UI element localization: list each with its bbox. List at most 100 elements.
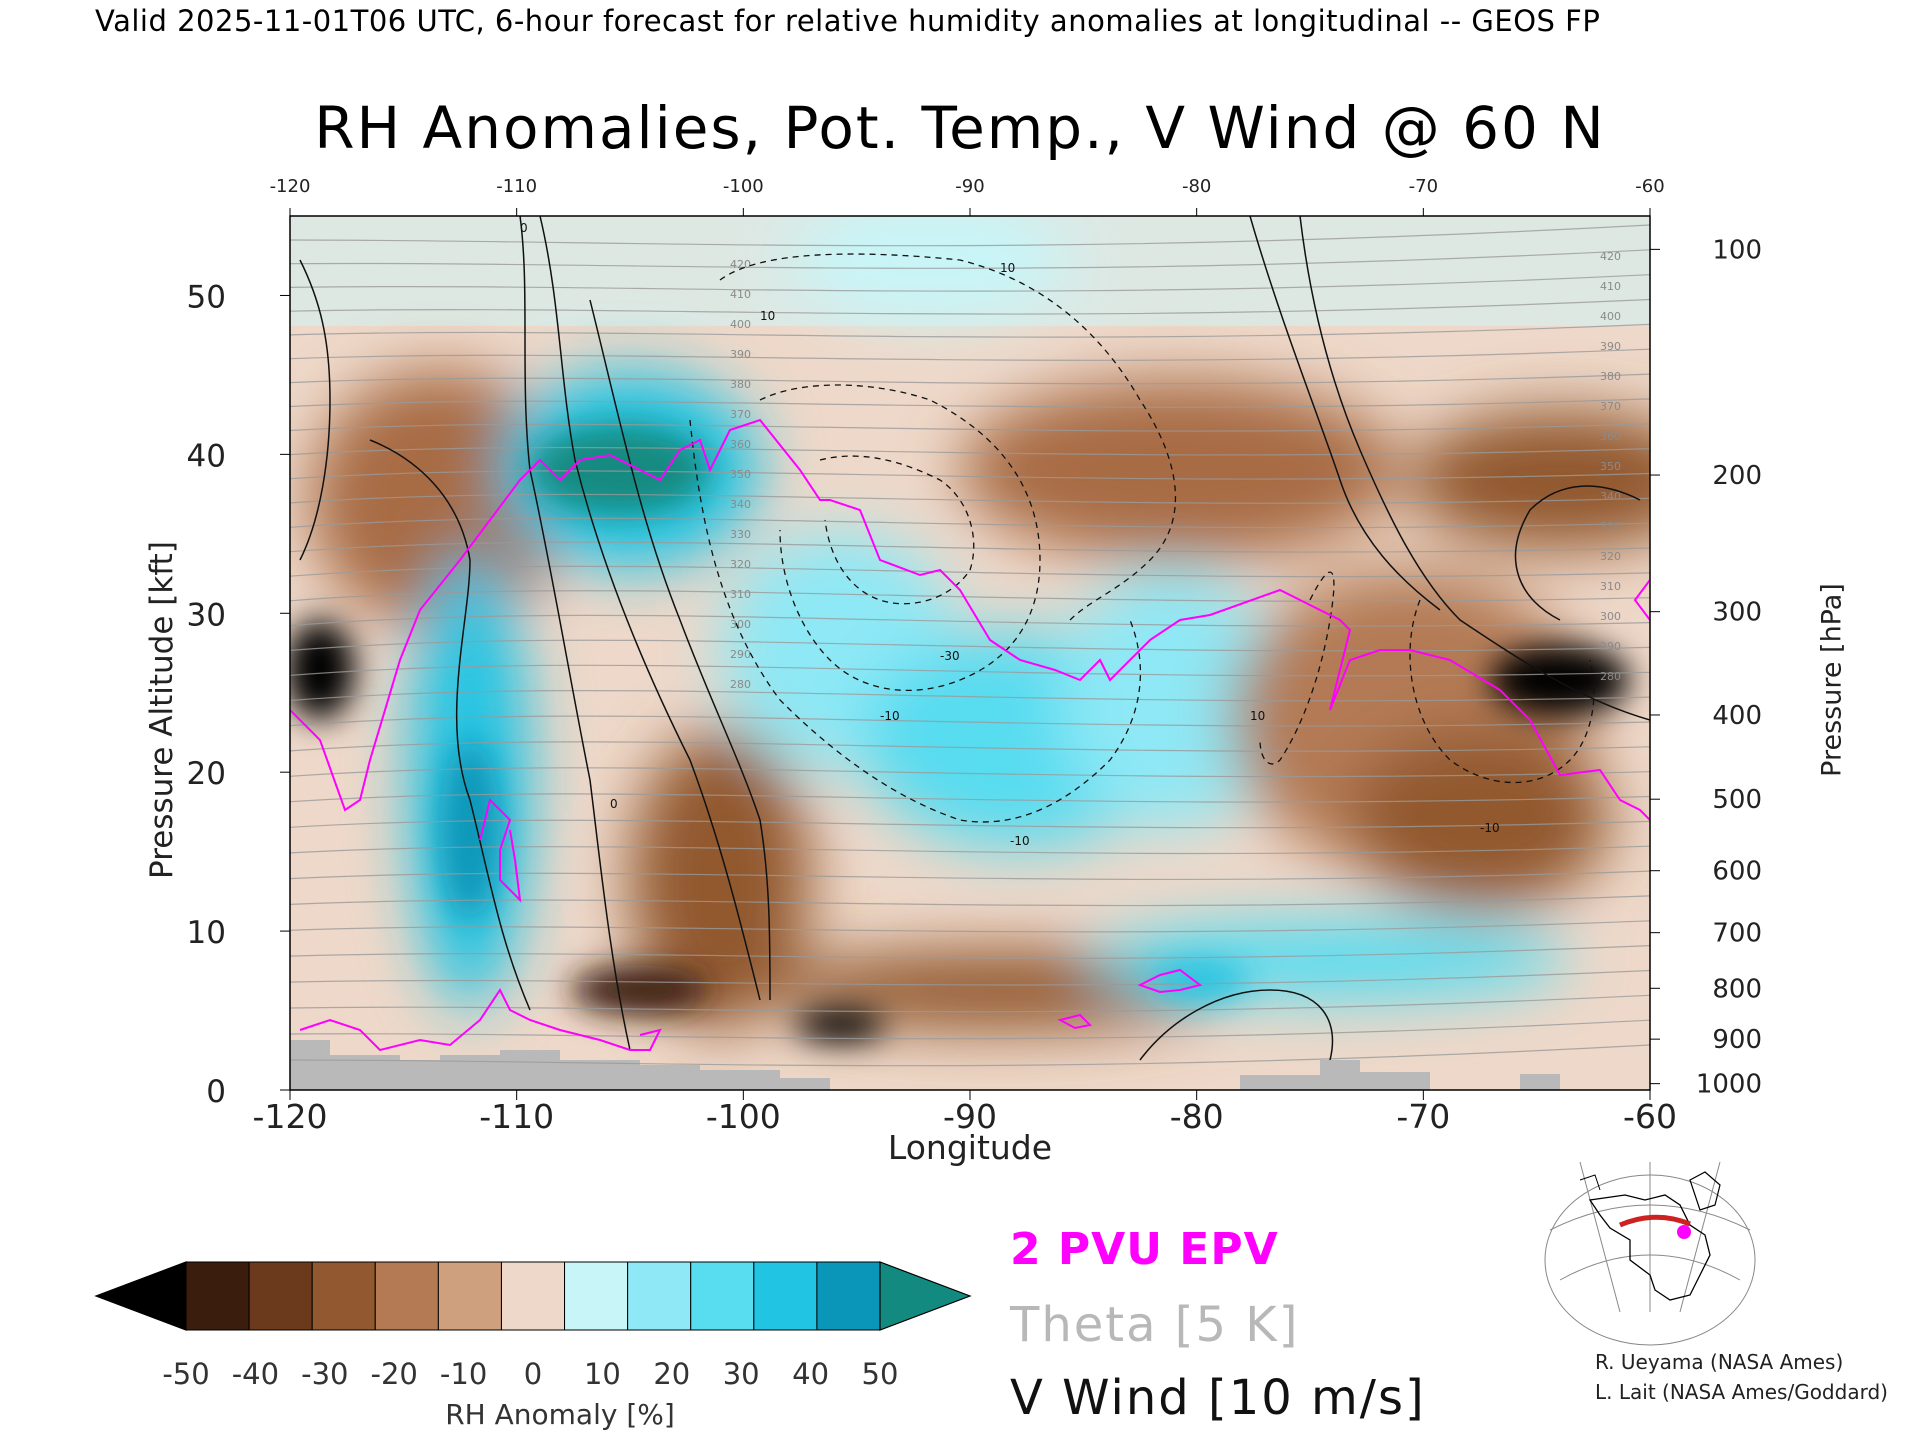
y-tick-label: 50: [187, 279, 226, 315]
theta-contour-line: [290, 845, 1650, 855]
epv-contour: [290, 418, 1650, 1052]
vwind-label: -10: [1010, 834, 1030, 848]
colorbar-swatch: [500, 1261, 566, 1331]
right-tick-label: 800: [1712, 974, 1762, 1004]
theta-contour-line: [290, 423, 1650, 432]
theta-contour-line: [290, 373, 1650, 385]
axes: -120 -110 -100 -90 -80 -70 -60-120 -110 -100 -90-…: [187, 176, 1762, 1136]
theta-contour-line: [290, 664, 1650, 677]
colorbar-tick-label: -40: [232, 1357, 279, 1391]
colorbar-swatch: [185, 1261, 250, 1331]
vwind-label: -10: [1480, 821, 1500, 835]
theta-contour-line: [290, 819, 1650, 829]
x-tick-label: -120: [253, 1097, 328, 1136]
vwind-label: 0: [520, 221, 528, 235]
theta-label: 360: [730, 438, 751, 451]
right-tick-label: 500: [1712, 785, 1762, 815]
theta-contour-line: [290, 741, 1650, 752]
colorbar-label: RH Anomaly [%]: [445, 1398, 675, 1431]
theta-contour-line: [290, 689, 1650, 702]
y-tick-label: 40: [187, 438, 226, 474]
right-tick-label: 400: [1712, 701, 1762, 731]
theta-contour-line: [290, 323, 1650, 338]
theta-contour-line: [290, 1044, 1650, 1067]
right-tick-label: 600: [1712, 857, 1762, 887]
theta-contour-line: [290, 767, 1650, 778]
colorbar-tick-label: 20: [653, 1357, 690, 1391]
right-tick-label: 1000: [1696, 1070, 1762, 1100]
colorbar-tick-label: -10: [440, 1357, 487, 1391]
theta-contour-line: [290, 446, 1650, 456]
y-axis-label: Pressure Altitude [kft]: [144, 541, 180, 879]
theta-label: 280: [730, 678, 751, 691]
top-tick-label: -110: [496, 176, 537, 197]
x-tick-label: -90: [943, 1097, 997, 1136]
colorbar-max-arrow: [879, 1261, 972, 1331]
chart-title: RH Anomalies, Pot. Temp., V Wind @ 60 N: [314, 94, 1606, 162]
theta-label: 340: [730, 498, 751, 511]
theta-label: 420: [1600, 250, 1621, 263]
theta-label: 400: [1600, 310, 1621, 323]
vwind-label: 10: [760, 309, 775, 323]
theta-label: 330: [730, 528, 751, 541]
colorbar-min-arrow: [94, 1261, 187, 1331]
theta-contour-line: [290, 348, 1650, 361]
top-tick-label: -100: [723, 176, 764, 197]
credit-line-1: R. Ueyama (NASA Ames): [1595, 1350, 1844, 1374]
anomaly-field: 420 420 410 410 400 400 390 390 380 380 370 370 360 3…: [290, 216, 1650, 1090]
theta-label: 350: [1600, 460, 1621, 473]
theta-label: 320: [730, 558, 751, 571]
top-tick-label: -120: [270, 176, 311, 197]
theta-label: 300: [730, 618, 751, 631]
vwind-contour-line: [589, 299, 771, 1001]
x-axis-label: Longitude: [887, 1128, 1053, 1167]
theta-label: 360: [1600, 430, 1621, 443]
theta-label: 420: [730, 258, 751, 271]
credit-line-2: L. Lait (NASA Ames/Goddard): [1595, 1380, 1888, 1404]
theta-contour-line: [290, 565, 1650, 578]
y-tick-label: 0: [206, 1074, 226, 1110]
colorbar-swatch: [248, 1261, 313, 1331]
theta-label: 370: [730, 408, 751, 421]
legend-theta: Theta [5 K]: [1010, 1297, 1300, 1353]
vwind-contour-line: [1514, 485, 1641, 621]
legend-vwind: V Wind [10 m/s]: [1010, 1370, 1426, 1426]
top-tick-label: -60: [1635, 176, 1664, 197]
theta-label: 390: [730, 348, 751, 361]
vwind-label: 10: [1250, 709, 1265, 723]
theta-contour-line: [290, 715, 1650, 727]
theta-contour-line: [290, 470, 1650, 480]
right-tick-label: 900: [1712, 1025, 1762, 1055]
theta-contour-line: [290, 249, 1650, 269]
colorbar-swatch: [627, 1261, 692, 1331]
colorbar-tick-label: 40: [792, 1357, 829, 1391]
theta-contour-line: [290, 1019, 1650, 1040]
vwind-contour-dashed: [1409, 599, 1595, 784]
colorbar-swatch: [690, 1261, 755, 1331]
theta-contour-line: [290, 945, 1650, 959]
theta-label: 390: [1600, 340, 1621, 353]
right-tick-label: 300: [1712, 598, 1762, 628]
colorbar-swatch: [437, 1261, 502, 1331]
y-tick-label: 20: [187, 756, 226, 792]
right-axis-label: Pressure [hPa]: [1816, 583, 1848, 777]
x-tick-label: -100: [706, 1097, 781, 1136]
right-tick-label: 100: [1712, 235, 1762, 265]
locator-map: [1544, 1161, 1756, 1346]
theta-label: 400: [730, 318, 751, 331]
colorbar-swatch: [311, 1261, 376, 1331]
vwind-label: -30: [940, 649, 960, 663]
theta-label: 310: [1600, 580, 1621, 593]
vwind-label: 0: [610, 797, 618, 811]
vwind-label: -10: [880, 709, 900, 723]
theta-contour-line: [290, 398, 1650, 408]
theta-label: 300: [1600, 610, 1621, 623]
theta-label: 280: [1600, 670, 1621, 683]
theta-contour-line: [290, 590, 1650, 602]
vwind-contour-line: [369, 439, 531, 1011]
locator-marker: [1677, 1225, 1691, 1239]
theta-contour-line: [290, 895, 1650, 907]
y-tick-label: 30: [187, 597, 226, 633]
vwind-contour-line: [1249, 216, 1441, 611]
legend-epv: 2 PVU EPV: [1010, 1224, 1279, 1275]
